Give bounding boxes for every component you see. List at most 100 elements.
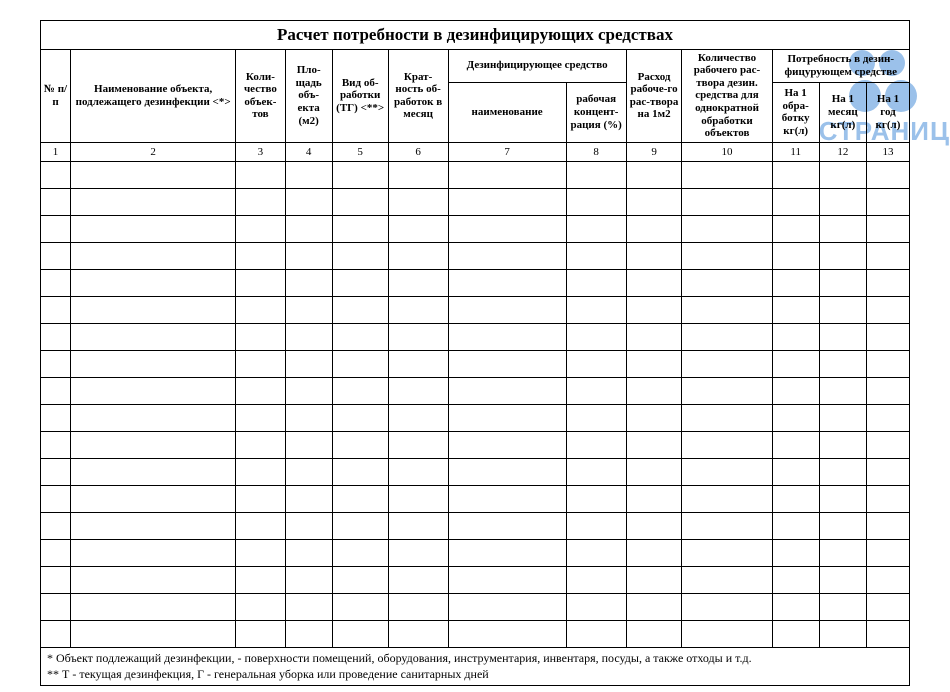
data-cell[interactable] [682,513,772,540]
data-cell[interactable] [866,432,909,459]
data-cell[interactable] [332,513,388,540]
data-cell[interactable] [448,540,566,567]
data-cell[interactable] [332,162,388,189]
data-cell[interactable] [285,243,332,270]
data-cell[interactable] [448,351,566,378]
data-cell[interactable] [41,189,71,216]
data-cell[interactable] [772,486,819,513]
data-cell[interactable] [866,216,909,243]
data-cell[interactable] [866,243,909,270]
data-cell[interactable] [566,297,626,324]
data-cell[interactable] [682,351,772,378]
data-cell[interactable] [388,513,448,540]
data-cell[interactable] [819,405,866,432]
data-cell[interactable] [772,594,819,621]
data-cell[interactable] [626,216,682,243]
data-cell[interactable] [626,621,682,648]
data-cell[interactable] [236,270,285,297]
data-cell[interactable] [866,162,909,189]
data-cell[interactable] [388,486,448,513]
data-cell[interactable] [566,567,626,594]
data-cell[interactable] [819,567,866,594]
data-cell[interactable] [285,216,332,243]
data-cell[interactable] [819,243,866,270]
data-cell[interactable] [236,513,285,540]
data-cell[interactable] [285,540,332,567]
data-cell[interactable] [236,540,285,567]
data-cell[interactable] [682,567,772,594]
data-cell[interactable] [332,351,388,378]
data-cell[interactable] [682,621,772,648]
data-cell[interactable] [285,405,332,432]
data-cell[interactable] [819,540,866,567]
data-cell[interactable] [388,540,448,567]
data-cell[interactable] [41,594,71,621]
data-cell[interactable] [71,378,236,405]
data-cell[interactable] [626,567,682,594]
data-cell[interactable] [448,216,566,243]
data-cell[interactable] [566,243,626,270]
data-cell[interactable] [388,351,448,378]
data-cell[interactable] [772,216,819,243]
data-cell[interactable] [682,459,772,486]
data-cell[interactable] [772,432,819,459]
data-cell[interactable] [566,621,626,648]
data-cell[interactable] [285,486,332,513]
data-cell[interactable] [285,324,332,351]
data-cell[interactable] [71,513,236,540]
data-cell[interactable] [819,486,866,513]
data-cell[interactable] [448,621,566,648]
data-cell[interactable] [285,351,332,378]
data-cell[interactable] [626,189,682,216]
data-cell[interactable] [236,324,285,351]
data-cell[interactable] [448,486,566,513]
data-cell[interactable] [71,351,236,378]
data-cell[interactable] [41,378,71,405]
data-cell[interactable] [71,162,236,189]
data-cell[interactable] [332,486,388,513]
data-cell[interactable] [41,216,71,243]
data-cell[interactable] [819,297,866,324]
data-cell[interactable] [682,189,772,216]
data-cell[interactable] [41,513,71,540]
data-cell[interactable] [448,594,566,621]
data-cell[interactable] [71,567,236,594]
data-cell[interactable] [772,567,819,594]
data-cell[interactable] [236,405,285,432]
data-cell[interactable] [285,297,332,324]
data-cell[interactable] [236,432,285,459]
data-cell[interactable] [285,594,332,621]
data-cell[interactable] [71,486,236,513]
data-cell[interactable] [866,378,909,405]
data-cell[interactable] [866,567,909,594]
data-cell[interactable] [772,189,819,216]
data-cell[interactable] [285,513,332,540]
data-cell[interactable] [388,459,448,486]
data-cell[interactable] [819,621,866,648]
data-cell[interactable] [332,405,388,432]
data-cell[interactable] [626,270,682,297]
data-cell[interactable] [626,459,682,486]
data-cell[interactable] [285,567,332,594]
data-cell[interactable] [448,567,566,594]
data-cell[interactable] [41,162,71,189]
data-cell[interactable] [448,270,566,297]
data-cell[interactable] [682,405,772,432]
data-cell[interactable] [41,270,71,297]
data-cell[interactable] [819,432,866,459]
data-cell[interactable] [566,540,626,567]
data-cell[interactable] [41,243,71,270]
data-cell[interactable] [41,405,71,432]
data-cell[interactable] [285,162,332,189]
data-cell[interactable] [448,189,566,216]
data-cell[interactable] [626,594,682,621]
data-cell[interactable] [566,351,626,378]
data-cell[interactable] [236,243,285,270]
data-cell[interactable] [866,270,909,297]
data-cell[interactable] [332,567,388,594]
data-cell[interactable] [285,378,332,405]
data-cell[interactable] [388,432,448,459]
data-cell[interactable] [71,621,236,648]
data-cell[interactable] [71,243,236,270]
data-cell[interactable] [285,189,332,216]
